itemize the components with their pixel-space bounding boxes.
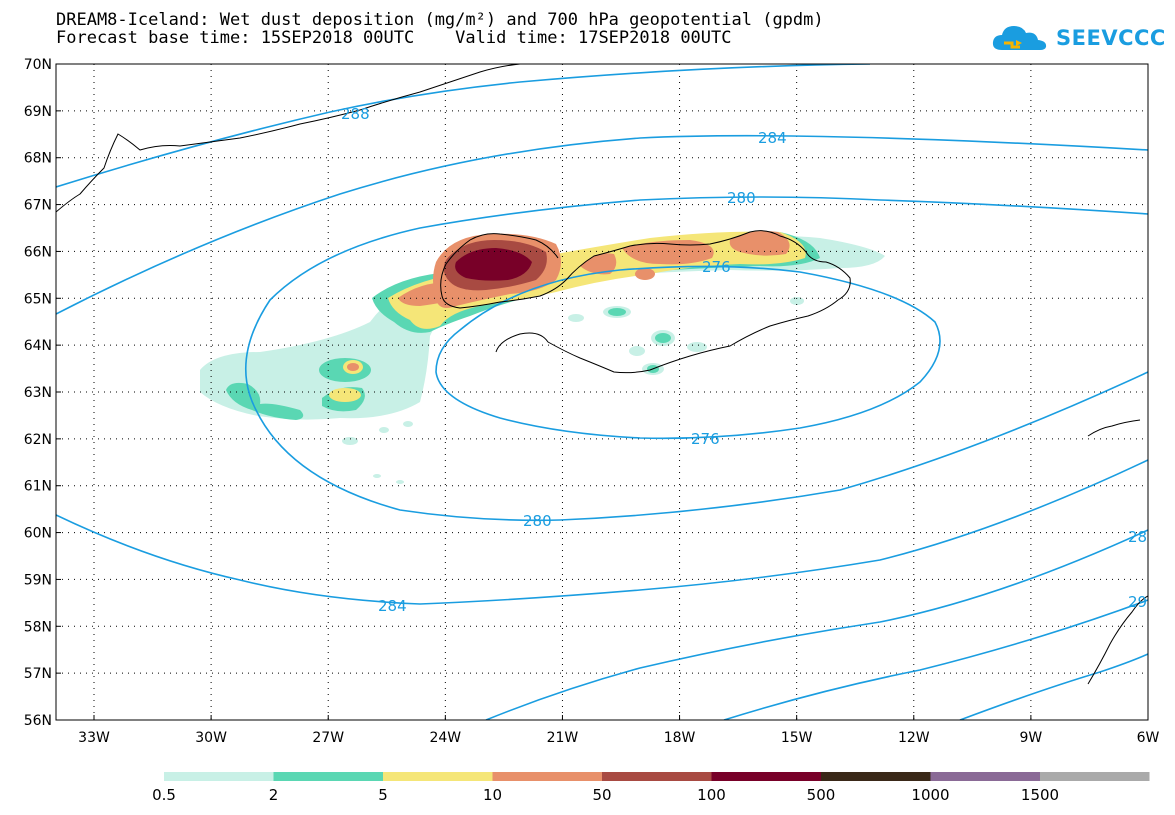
longitude-label: 21W	[547, 730, 579, 746]
colorbar-labels: 0.5 2 5 10 50 100 500 1000 1500	[152, 786, 1059, 804]
contour-280-loop	[56, 459, 1148, 605]
contour-southeast-3	[959, 653, 1148, 720]
geopotential-contours	[56, 64, 1148, 720]
contour-southeast-2	[723, 599, 1148, 720]
seevccc-logo: SEEVCCC	[990, 20, 1166, 56]
graticule	[56, 64, 1148, 720]
latitude-label: 63N	[24, 385, 52, 401]
latitude-label: 65N	[24, 291, 52, 307]
latitude-label: 70N	[24, 57, 52, 73]
contour-label: 29	[1128, 593, 1147, 611]
dust-class-100	[455, 248, 532, 281]
contour-label: 284	[378, 597, 407, 615]
contour-label: 280	[727, 189, 756, 207]
colorbar-swatch	[273, 772, 383, 781]
map-title-line1: DREAM8-Iceland: Wet dust deposition (mg/…	[56, 10, 824, 30]
latitude-label: 68N	[24, 151, 52, 167]
colorbar-swatch	[821, 772, 931, 781]
contour-288	[56, 64, 871, 188]
latitude-label: 69N	[24, 104, 52, 120]
cloud-logo-icon	[992, 26, 1047, 50]
latitude-label: 61N	[24, 479, 52, 495]
latitude-label: 59N	[24, 572, 52, 588]
colorbar-label: 500	[807, 786, 836, 804]
contour-280	[244, 196, 1148, 522]
longitude-label: 15W	[781, 730, 813, 746]
longitude-label: 9W	[1020, 730, 1043, 746]
colorbar-label: 50	[592, 786, 611, 804]
latitude-label: 66N	[24, 244, 52, 260]
contour-label: 280	[523, 512, 552, 530]
colorbar-swatch	[383, 772, 493, 781]
latitude-label: 56N	[24, 713, 52, 729]
colorbar-label: 100	[697, 786, 726, 804]
colorbar-swatch	[492, 772, 602, 781]
contour-label: 28	[1128, 528, 1147, 546]
colorbar-swatch	[711, 772, 821, 781]
colorbar-label: 0.5	[152, 786, 176, 804]
colorbar-label: 1500	[1021, 786, 1059, 804]
contour-label: 284	[758, 129, 787, 147]
latitude-label: 57N	[24, 666, 52, 682]
coastlines	[56, 64, 1148, 685]
dust-deposition-field	[200, 231, 885, 484]
greenland-coast	[56, 64, 521, 213]
iceland-coast	[440, 230, 851, 374]
contour-276	[435, 265, 941, 440]
faroe-coast	[1087, 419, 1141, 437]
colorbar-swatch	[602, 772, 712, 781]
scotland-coast	[1087, 595, 1148, 685]
longitude-label: 12W	[898, 730, 930, 746]
latitude-label: 67N	[24, 198, 52, 214]
colorbar-label: 1000	[911, 786, 949, 804]
colorbar-label: 5	[378, 786, 388, 804]
latitude-label: 60N	[24, 526, 52, 542]
colorbar-label: 10	[483, 786, 502, 804]
longitude-labels: 33W 30W 27W 24W 21W 18W 15W 12W 9W 6W	[78, 715, 1160, 746]
contour-label: 276	[691, 430, 720, 448]
colorbar-swatch	[930, 772, 1040, 781]
colorbar	[164, 772, 1150, 781]
contour-label-group: 288 284 280 276 276 280 284 28 29	[341, 105, 1147, 615]
contour-label: 276	[702, 258, 731, 276]
latitude-labels: 70N 69N 68N 67N 66N 65N 64N 63N 62N 61N 60N 59N 58N 5…	[24, 57, 61, 729]
longitude-label: 6W	[1137, 730, 1160, 746]
colorbar-swatch	[1040, 772, 1150, 781]
latitude-label: 62N	[24, 432, 52, 448]
latitude-label: 58N	[24, 619, 52, 635]
contour-southeast-1	[485, 529, 1148, 720]
longitude-label: 18W	[664, 730, 696, 746]
colorbar-swatch	[164, 772, 274, 781]
logo-text: SEEVCCC	[1056, 26, 1166, 50]
colorbar-label: 2	[269, 786, 279, 804]
longitude-label: 33W	[78, 730, 110, 746]
longitude-label: 27W	[312, 730, 344, 746]
latitude-label: 64N	[24, 338, 52, 354]
longitude-label: 30W	[195, 730, 227, 746]
contour-284-north	[56, 134, 1148, 315]
longitude-label: 24W	[429, 730, 461, 746]
map-title-line2: Forecast base time: 15SEP2018 00UTC Vali…	[56, 28, 732, 48]
contour-label: 288	[341, 105, 370, 123]
